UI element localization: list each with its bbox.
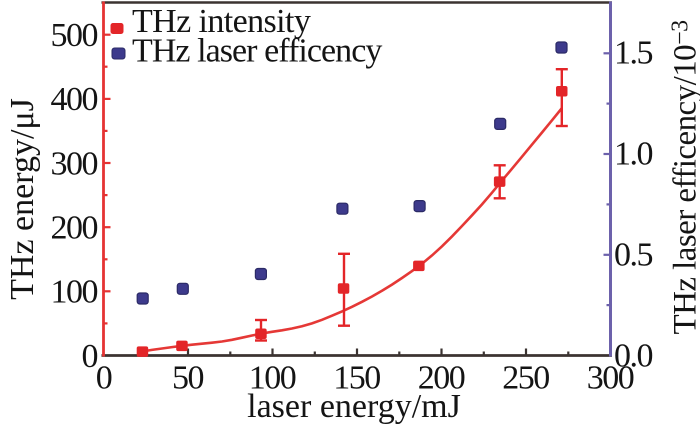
svg-text:1.5: 1.5 xyxy=(614,34,653,71)
svg-text:50: 50 xyxy=(172,360,204,397)
svg-text:300: 300 xyxy=(51,145,98,182)
svg-text:0: 0 xyxy=(96,360,112,397)
svg-text:THz intensity: THz intensity xyxy=(132,3,311,40)
svg-text:0.5: 0.5 xyxy=(614,236,653,273)
svg-text:100: 100 xyxy=(51,274,98,311)
svg-text:200: 200 xyxy=(51,210,98,247)
svg-text:THz laser efficency/10−3: THz laser efficency/10−3 xyxy=(668,20,700,335)
svg-text:1.0: 1.0 xyxy=(614,135,653,172)
svg-text:THz energy/μJ: THz energy/μJ xyxy=(4,98,41,300)
svg-text:400: 400 xyxy=(51,81,98,118)
svg-text:500: 500 xyxy=(51,17,98,54)
svg-text:300: 300 xyxy=(587,360,634,397)
svg-text:150: 150 xyxy=(333,360,380,397)
svg-text:100: 100 xyxy=(249,360,296,397)
svg-text:THz laser efficency: THz laser efficency xyxy=(132,33,382,70)
svg-text:0.0: 0.0 xyxy=(614,337,653,374)
svg-text:200: 200 xyxy=(418,360,465,397)
svg-text:0: 0 xyxy=(82,338,98,375)
svg-text:laser energy/mJ: laser energy/mJ xyxy=(247,388,461,425)
svg-text:250: 250 xyxy=(502,360,549,397)
